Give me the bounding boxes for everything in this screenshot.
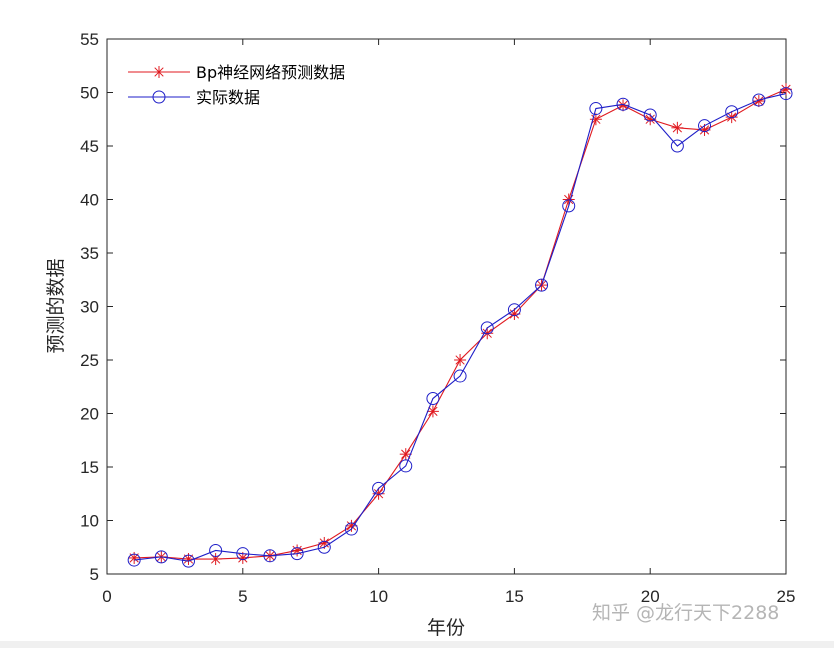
watermark: 知乎 @龙行天下2288 — [592, 602, 780, 624]
y-tick-label: 15 — [80, 458, 99, 477]
y-tick-label: 10 — [80, 512, 99, 531]
y-tick-label: 25 — [80, 351, 99, 370]
data-point-actual — [399, 459, 413, 473]
y-tick-label: 45 — [80, 137, 99, 156]
data-point-actual — [426, 392, 440, 406]
plot-area — [106, 38, 787, 575]
legend-marker-bp — [153, 66, 165, 78]
data-point-bp-stroke — [754, 96, 764, 106]
data-point-actual — [181, 554, 195, 568]
data-point-actual — [209, 543, 223, 557]
data-point-actual — [127, 553, 141, 567]
y-axis-label: 预测的数据 — [45, 258, 67, 353]
y-tick-label: 5 — [90, 565, 99, 584]
data-point-bp-stroke — [482, 328, 492, 338]
legend: Bp神经网络预测数据 实际数据 — [117, 54, 367, 112]
data-point-bp — [589, 113, 602, 126]
data-point-bp — [752, 95, 765, 108]
legend-asterisk — [153, 66, 165, 78]
data-point-actual — [344, 522, 358, 536]
data-point-actual — [236, 547, 250, 561]
data-point-actual — [154, 550, 168, 564]
legend-asterisk-stroke — [154, 67, 164, 77]
x-tick-label: 25 — [777, 587, 796, 606]
legend-label-bp: Bp神经网络预测数据 — [196, 63, 345, 82]
data-point-bp-stroke — [401, 449, 411, 459]
data-point-bp-stroke — [428, 406, 438, 417]
data-point-bp — [399, 448, 412, 461]
x-tick-label: 10 — [369, 587, 388, 606]
data-point-bp — [345, 519, 358, 532]
data-point-bp — [671, 121, 684, 134]
data-point-bp-stroke — [618, 100, 628, 110]
y-tick-label: 50 — [80, 84, 99, 103]
data-point-bp-stroke — [591, 114, 601, 124]
data-point-actual — [643, 108, 657, 122]
series-layer — [127, 83, 793, 568]
x-tick-label: 15 — [505, 587, 524, 606]
data-point-bp-stroke — [319, 538, 329, 548]
data-point-actual — [372, 481, 386, 495]
data-point-actual — [779, 87, 793, 101]
x-tick-label: 0 — [102, 587, 111, 606]
data-point-bp-stroke — [373, 489, 384, 499]
data-point-actual — [725, 105, 739, 119]
y-tick-label: 20 — [80, 405, 99, 424]
data-point-actual — [263, 549, 277, 563]
x-axis-ticks: 0 5 10 15 20 25 — [102, 39, 795, 606]
data-point-actual — [535, 278, 549, 292]
data-point-actual — [752, 93, 766, 107]
data-point-bp-stroke — [455, 355, 465, 365]
data-point-bp-stroke — [699, 125, 710, 135]
x-axis-label: 年份 — [427, 617, 465, 639]
legend-label-actual: 实际数据 — [196, 88, 260, 107]
data-point-bp-stroke — [781, 84, 791, 94]
bottom-bar — [0, 641, 834, 648]
data-point-actual — [290, 547, 304, 561]
legend-marker-actual — [152, 90, 166, 104]
legend-box — [117, 54, 367, 112]
data-point-actual — [670, 139, 684, 153]
y-tick-label: 30 — [80, 298, 99, 317]
x-tick-label: 20 — [641, 587, 660, 606]
data-point-bp — [291, 544, 304, 557]
data-point-actual — [698, 119, 712, 133]
data-point-bp — [481, 327, 494, 340]
series-line-actual — [134, 93, 787, 562]
data-point-bp-stroke — [292, 545, 302, 556]
data-point-actual — [589, 102, 603, 116]
y-tick-label: 40 — [80, 191, 99, 210]
data-point-bp-stroke — [346, 521, 357, 531]
data-point-actual — [507, 303, 521, 317]
data-point-bp — [454, 354, 467, 366]
data-point-bp — [725, 111, 738, 124]
data-point-bp-stroke — [645, 114, 655, 124]
x-tick-label: 5 — [238, 587, 247, 606]
data-point-actual — [616, 97, 630, 111]
data-point-bp-stroke — [509, 309, 520, 319]
data-point-bp-stroke — [672, 123, 683, 133]
data-point-actual — [562, 199, 576, 213]
data-point-bp — [426, 405, 439, 418]
data-point-actual — [453, 369, 467, 383]
data-point-actual — [317, 540, 331, 554]
data-point-bp — [209, 553, 222, 566]
y-axis-ticks: 5 10 15 20 25 30 35 40 45 50 55 — [80, 30, 786, 584]
y-tick-label: 55 — [80, 30, 99, 49]
y-tick-label: 35 — [80, 244, 99, 263]
data-point-actual — [480, 321, 494, 335]
data-point-bp-stroke — [238, 553, 248, 563]
data-point-bp-stroke — [727, 112, 737, 122]
